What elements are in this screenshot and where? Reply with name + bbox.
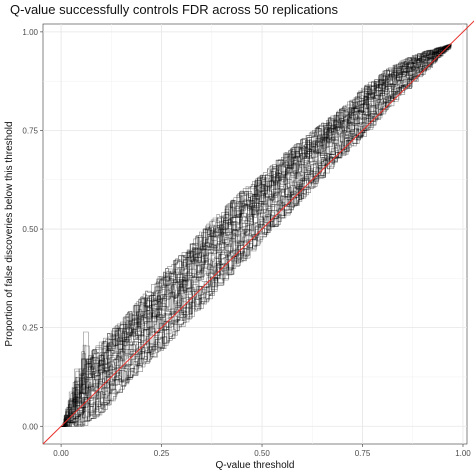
replication-line bbox=[61, 43, 452, 427]
replication-line bbox=[61, 43, 452, 427]
replication-line bbox=[61, 43, 452, 427]
replication-line bbox=[61, 43, 452, 427]
tick-layer: 0.00 0.25 0.50 0.75 1.00 0.00 0.25 0.50 0.75 1.00 bbox=[22, 28, 471, 458]
replication-line bbox=[61, 43, 452, 427]
replication-line bbox=[61, 43, 452, 427]
replication-line bbox=[61, 43, 452, 427]
x-tick-label: 1.00 bbox=[455, 449, 471, 458]
replication-line bbox=[61, 43, 452, 427]
replication-line bbox=[61, 43, 452, 427]
replication-line bbox=[61, 43, 452, 427]
replication-line bbox=[61, 43, 452, 427]
replication-line bbox=[61, 43, 452, 427]
series-layer bbox=[61, 43, 452, 427]
replication-line bbox=[61, 43, 452, 427]
x-tick-label: 0.50 bbox=[254, 449, 270, 458]
replication-line bbox=[61, 43, 452, 427]
replication-line bbox=[61, 43, 452, 427]
replication-line bbox=[61, 43, 452, 427]
replication-line bbox=[61, 43, 452, 427]
replication-line bbox=[61, 43, 452, 427]
replication-line bbox=[61, 43, 452, 427]
replication-line bbox=[61, 43, 452, 427]
replication-line bbox=[61, 43, 452, 427]
replication-line bbox=[61, 43, 452, 427]
replication-line bbox=[61, 43, 452, 427]
replication-line bbox=[61, 43, 452, 427]
replication-line bbox=[61, 43, 452, 427]
replication-line bbox=[61, 43, 452, 427]
grid-layer bbox=[43, 24, 467, 444]
x-tick-label: 0.00 bbox=[53, 449, 69, 458]
y-tick-label: 1.00 bbox=[22, 28, 38, 37]
replication-line bbox=[61, 43, 452, 427]
replication-line bbox=[61, 43, 452, 427]
replication-line bbox=[61, 43, 452, 427]
replication-line bbox=[61, 43, 452, 427]
replication-line bbox=[61, 43, 452, 427]
y-axis-title: Proportion of false discoveries below th… bbox=[4, 121, 15, 346]
y-tick-label: 0.00 bbox=[22, 422, 38, 431]
replication-line bbox=[61, 43, 452, 427]
replication-line bbox=[61, 43, 452, 427]
replication-line bbox=[61, 43, 452, 427]
chart-title: Q-value successfully controls FDR across… bbox=[10, 2, 339, 17]
x-tick-label: 0.75 bbox=[355, 449, 371, 458]
replication-line bbox=[61, 43, 452, 427]
replication-line bbox=[61, 43, 452, 427]
replication-line bbox=[61, 43, 452, 427]
replication-line bbox=[61, 43, 452, 427]
replication-line bbox=[61, 43, 452, 427]
replication-line bbox=[61, 43, 452, 427]
replication-line bbox=[61, 43, 452, 427]
y-tick-label: 0.50 bbox=[22, 225, 38, 234]
x-tick-label: 0.25 bbox=[154, 449, 170, 458]
replication-line bbox=[61, 43, 452, 427]
y-tick-label: 0.25 bbox=[22, 324, 38, 333]
replication-line bbox=[61, 43, 452, 427]
y-tick-label: 0.75 bbox=[22, 126, 38, 135]
replication-line bbox=[61, 43, 452, 427]
replication-line bbox=[61, 43, 452, 427]
reference-line bbox=[42, 20, 474, 445]
replication-line bbox=[61, 43, 452, 427]
x-axis-title: Q-value threshold bbox=[216, 460, 295, 471]
